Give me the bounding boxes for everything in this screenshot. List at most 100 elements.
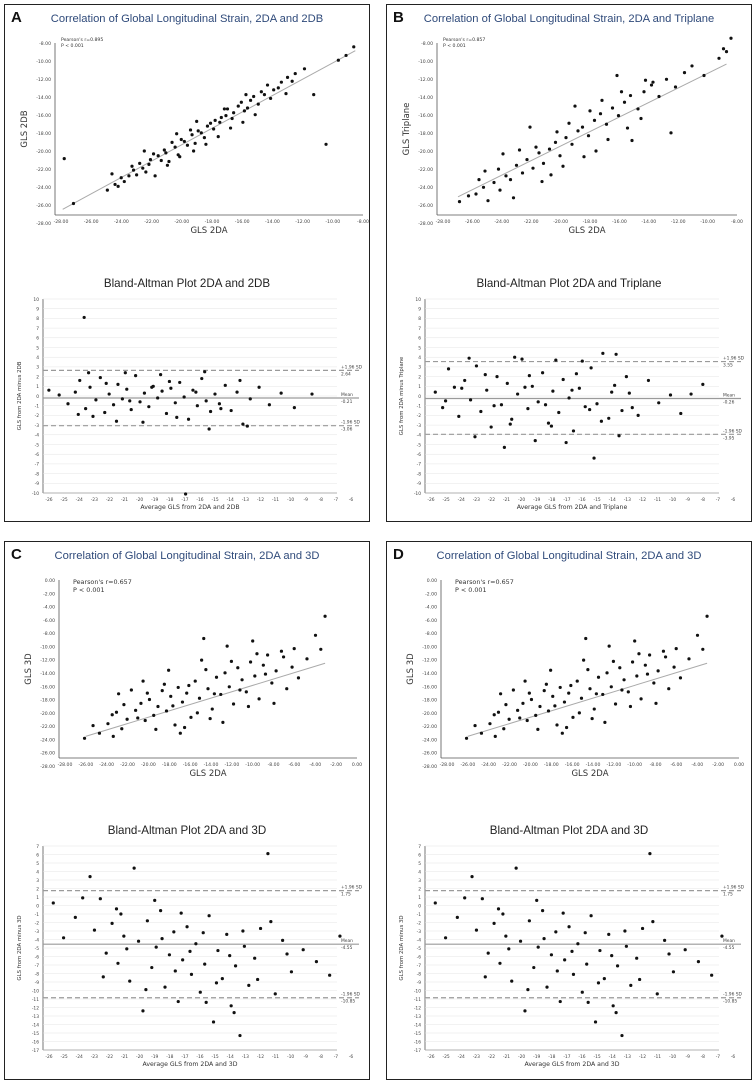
data-point — [469, 398, 472, 401]
x-tick-label: -18 — [166, 1054, 173, 1060]
data-point — [215, 676, 218, 679]
data-point — [675, 647, 678, 650]
x-tick-label: -19 — [151, 1054, 158, 1060]
fit-line — [458, 64, 727, 197]
data-point — [251, 639, 254, 642]
data-point — [633, 639, 636, 642]
data-point — [179, 732, 182, 735]
x-tick-label: -23 — [473, 1054, 480, 1060]
data-point — [606, 138, 609, 141]
y-tick-label: -24.00 — [40, 737, 55, 743]
y-tick-label: -5 — [35, 946, 40, 952]
x-tick-label: -6 — [731, 497, 736, 503]
data-point — [106, 189, 109, 192]
stats-text: Pearson's r=0.657 — [455, 578, 514, 586]
data-point — [128, 980, 131, 983]
data-point — [91, 415, 94, 418]
data-point — [581, 991, 584, 994]
data-point — [188, 950, 191, 953]
data-point — [664, 655, 667, 658]
data-point — [115, 907, 118, 910]
data-point — [623, 101, 626, 104]
x-tick-label: -14.00 — [265, 219, 280, 225]
data-point — [588, 408, 591, 411]
y-tick-label: -22.00 — [36, 167, 51, 173]
mean-label: Mean — [341, 938, 353, 944]
y-tick-label: -8 — [35, 971, 40, 977]
data-point — [253, 674, 256, 677]
data-point — [565, 441, 568, 444]
upper-loa-label: +1.96 SD — [723, 356, 745, 362]
data-point — [249, 397, 252, 400]
y-axis-title: GLS from 2DA minus 3D — [17, 915, 23, 980]
x-tick-label: -15 — [212, 497, 219, 503]
data-point — [588, 109, 591, 112]
data-point — [174, 969, 177, 972]
bland-altman-title: Bland-Altman Plot 2DA and Triplane — [387, 277, 751, 290]
y-tick-label: -13 — [414, 1014, 421, 1020]
x-tick-label: -24 — [458, 1054, 465, 1060]
y-tick-label: -22.00 — [40, 724, 55, 730]
data-point — [493, 713, 496, 716]
panel-a: A Correlation of Global Longitudinal Str… — [4, 4, 370, 522]
y-tick-label: -12.00 — [36, 77, 51, 83]
data-point — [584, 637, 587, 640]
data-point — [160, 937, 163, 940]
y-tick-label: 7 — [418, 844, 421, 850]
data-point — [191, 389, 194, 392]
y-tick-label: -6 — [417, 954, 422, 960]
data-point — [494, 735, 497, 738]
data-point — [293, 406, 296, 409]
x-tick-label: -17 — [181, 1054, 188, 1060]
data-point — [651, 920, 654, 923]
data-point — [515, 867, 518, 870]
data-point — [130, 688, 133, 691]
data-point — [482, 186, 485, 189]
data-point — [618, 666, 621, 669]
data-point — [284, 92, 287, 95]
data-point — [497, 168, 500, 171]
data-point — [209, 410, 212, 413]
data-point — [597, 676, 600, 679]
data-point — [246, 424, 249, 427]
x-tick-label: -11 — [272, 1054, 279, 1060]
data-point — [115, 711, 118, 714]
mean-value: -0.21 — [341, 399, 353, 405]
y-tick-label: 0 — [36, 394, 39, 400]
x-tick-label: -18.00 — [544, 762, 559, 768]
data-point — [244, 93, 247, 96]
lower-loa-label: -1.96 SD — [723, 428, 743, 434]
data-point — [110, 922, 113, 925]
y-tick-label: -11 — [414, 997, 421, 1003]
data-point — [558, 154, 561, 157]
data-point — [196, 404, 199, 407]
data-point — [545, 986, 548, 989]
x-tick-label: -18 — [548, 1054, 555, 1060]
data-point — [116, 962, 119, 965]
y-tick-label: -7 — [417, 462, 422, 468]
data-point — [554, 141, 557, 144]
x-tick-label: -20.00 — [141, 762, 156, 768]
data-point — [84, 407, 87, 410]
data-point — [194, 679, 197, 682]
data-point — [520, 358, 523, 361]
x-axis-title: GLS 2DA — [189, 769, 226, 779]
data-point — [538, 705, 541, 708]
x-tick-label: -10 — [287, 1054, 294, 1060]
y-tick-label: -18.00 — [422, 698, 437, 704]
stats-text: Pearson's r=0.895 — [61, 37, 103, 43]
x-tick-label: -16 — [578, 497, 585, 503]
data-point — [233, 1011, 236, 1014]
y-tick-label: -24.00 — [418, 185, 433, 191]
data-point — [503, 446, 506, 449]
data-point — [103, 411, 106, 414]
data-point — [212, 127, 215, 130]
data-point — [170, 141, 173, 144]
data-point — [460, 387, 463, 390]
y-tick-label: -10 — [32, 988, 39, 994]
data-point — [192, 149, 195, 152]
y-tick-label: 8 — [418, 316, 421, 322]
data-point — [194, 391, 197, 394]
x-tick-label: -10.00 — [245, 762, 260, 768]
data-point — [627, 690, 630, 693]
